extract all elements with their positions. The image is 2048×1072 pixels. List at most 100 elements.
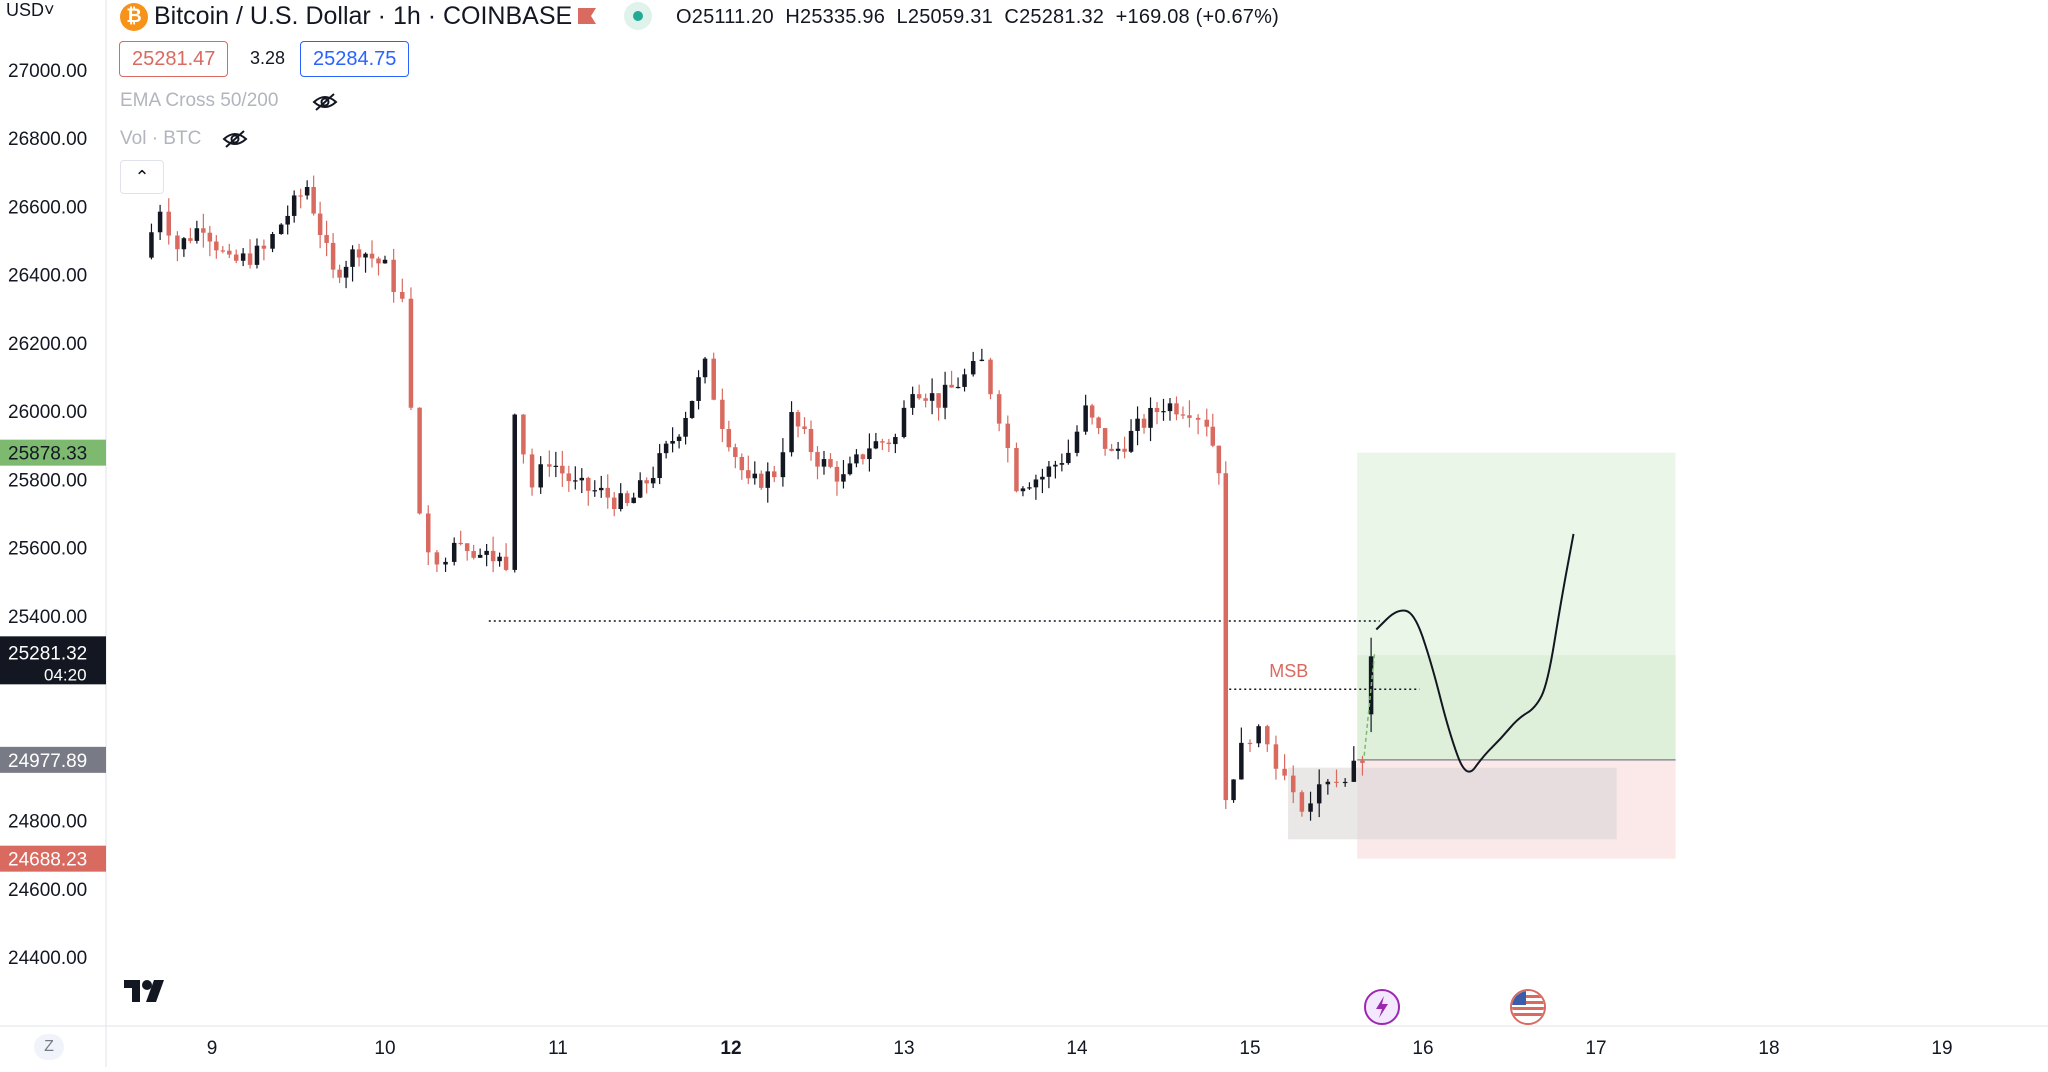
candle[interactable] — [599, 475, 604, 498]
currency-label[interactable]: USD — [6, 0, 45, 20]
candle[interactable] — [356, 243, 362, 267]
eye-hidden-icon[interactable] — [312, 92, 338, 112]
candle[interactable] — [188, 227, 193, 244]
candle[interactable] — [789, 401, 794, 457]
candle[interactable] — [579, 468, 585, 494]
candle[interactable] — [1216, 445, 1222, 485]
candle[interactable] — [893, 433, 898, 454]
candle[interactable] — [1033, 474, 1039, 500]
candle[interactable] — [369, 240, 375, 268]
candle[interactable] — [214, 235, 219, 259]
candle[interactable] — [503, 543, 509, 572]
candle[interactable] — [901, 400, 907, 439]
candle[interactable] — [650, 466, 656, 489]
candle[interactable] — [553, 451, 559, 478]
candle[interactable] — [711, 352, 716, 401]
candle[interactable] — [815, 446, 820, 480]
candle[interactable] — [350, 245, 355, 282]
candle[interactable] — [1122, 436, 1127, 459]
candle[interactable] — [1180, 406, 1186, 419]
candle[interactable] — [1231, 779, 1236, 803]
candle[interactable] — [929, 378, 935, 415]
candle[interactable] — [484, 543, 489, 567]
candle[interactable] — [529, 448, 535, 496]
candle[interactable] — [343, 260, 349, 289]
timezone-button[interactable]: Z — [34, 1034, 64, 1060]
candle[interactable] — [538, 456, 543, 494]
lightning-event-icon[interactable] — [1364, 989, 1400, 1025]
candle[interactable] — [726, 420, 732, 452]
candle[interactable] — [611, 491, 617, 517]
candle[interactable] — [663, 440, 669, 459]
candle[interactable] — [1005, 415, 1011, 463]
candle[interactable] — [1128, 419, 1134, 454]
candle[interactable] — [720, 388, 725, 443]
candle[interactable] — [1299, 790, 1305, 817]
projection-path[interactable] — [1375, 533, 1575, 773]
candle[interactable] — [434, 550, 440, 573]
candle[interactable] — [1247, 739, 1253, 752]
candle[interactable] — [880, 438, 885, 451]
candle[interactable] — [311, 175, 316, 216]
candle[interactable] — [1154, 402, 1160, 425]
candle[interactable] — [644, 477, 649, 494]
candle[interactable] — [1096, 416, 1101, 435]
candle[interactable] — [1020, 486, 1026, 497]
flag-icon[interactable] — [576, 6, 598, 26]
candle[interactable] — [733, 443, 738, 469]
candle[interactable] — [1053, 460, 1058, 479]
candle[interactable] — [1273, 735, 1279, 780]
candle[interactable] — [278, 223, 284, 235]
candle[interactable] — [227, 243, 232, 259]
candle[interactable] — [547, 450, 552, 477]
candle[interactable] — [298, 188, 303, 209]
candle[interactable] — [1083, 394, 1088, 435]
candle[interactable] — [261, 239, 267, 261]
candle[interactable] — [490, 536, 496, 573]
candle[interactable] — [1046, 460, 1052, 489]
candle[interactable] — [1027, 482, 1032, 490]
candle[interactable] — [408, 287, 414, 411]
candle[interactable] — [512, 413, 518, 573]
candle[interactable] — [1342, 778, 1348, 787]
candle[interactable] — [702, 357, 708, 384]
candle[interactable] — [573, 466, 578, 490]
candle[interactable] — [955, 377, 961, 389]
candle[interactable] — [324, 220, 329, 257]
candle[interactable] — [1308, 791, 1313, 821]
candle[interactable] — [1135, 406, 1140, 446]
candle[interactable] — [194, 220, 200, 244]
candle[interactable] — [201, 213, 206, 248]
candle[interactable] — [605, 474, 610, 509]
candle[interactable] — [1089, 403, 1095, 425]
candle[interactable] — [1074, 425, 1080, 457]
candle[interactable] — [1109, 443, 1114, 452]
candle[interactable] — [471, 544, 476, 560]
candle[interactable] — [942, 371, 948, 420]
candle[interactable] — [1360, 755, 1365, 776]
candle[interactable] — [970, 351, 976, 377]
buy-button[interactable]: 25284.75 — [300, 41, 410, 77]
candle[interactable] — [285, 205, 290, 235]
symbol-title[interactable]: Bitcoin / U.S. Dollar · 1h · COINBASE — [154, 2, 573, 30]
candle[interactable] — [1334, 769, 1339, 788]
candle[interactable] — [746, 455, 751, 485]
candle[interactable] — [808, 420, 814, 461]
candle[interactable] — [1351, 746, 1357, 782]
candle[interactable] — [382, 255, 388, 264]
candle[interactable] — [497, 552, 502, 567]
candle[interactable] — [670, 427, 675, 453]
candle[interactable] — [157, 204, 163, 241]
indicator-volume[interactable]: Vol · BTC — [120, 128, 202, 149]
candle[interactable] — [426, 505, 431, 566]
candle[interactable] — [841, 459, 846, 489]
us-flag-event-icon[interactable] — [1510, 989, 1546, 1025]
candle[interactable] — [376, 256, 381, 276]
candle[interactable] — [1325, 779, 1331, 795]
candle[interactable] — [304, 180, 310, 200]
candle[interactable] — [233, 249, 239, 264]
candle[interactable] — [1014, 442, 1019, 493]
candle[interactable] — [149, 223, 154, 260]
candle[interactable] — [631, 492, 636, 504]
